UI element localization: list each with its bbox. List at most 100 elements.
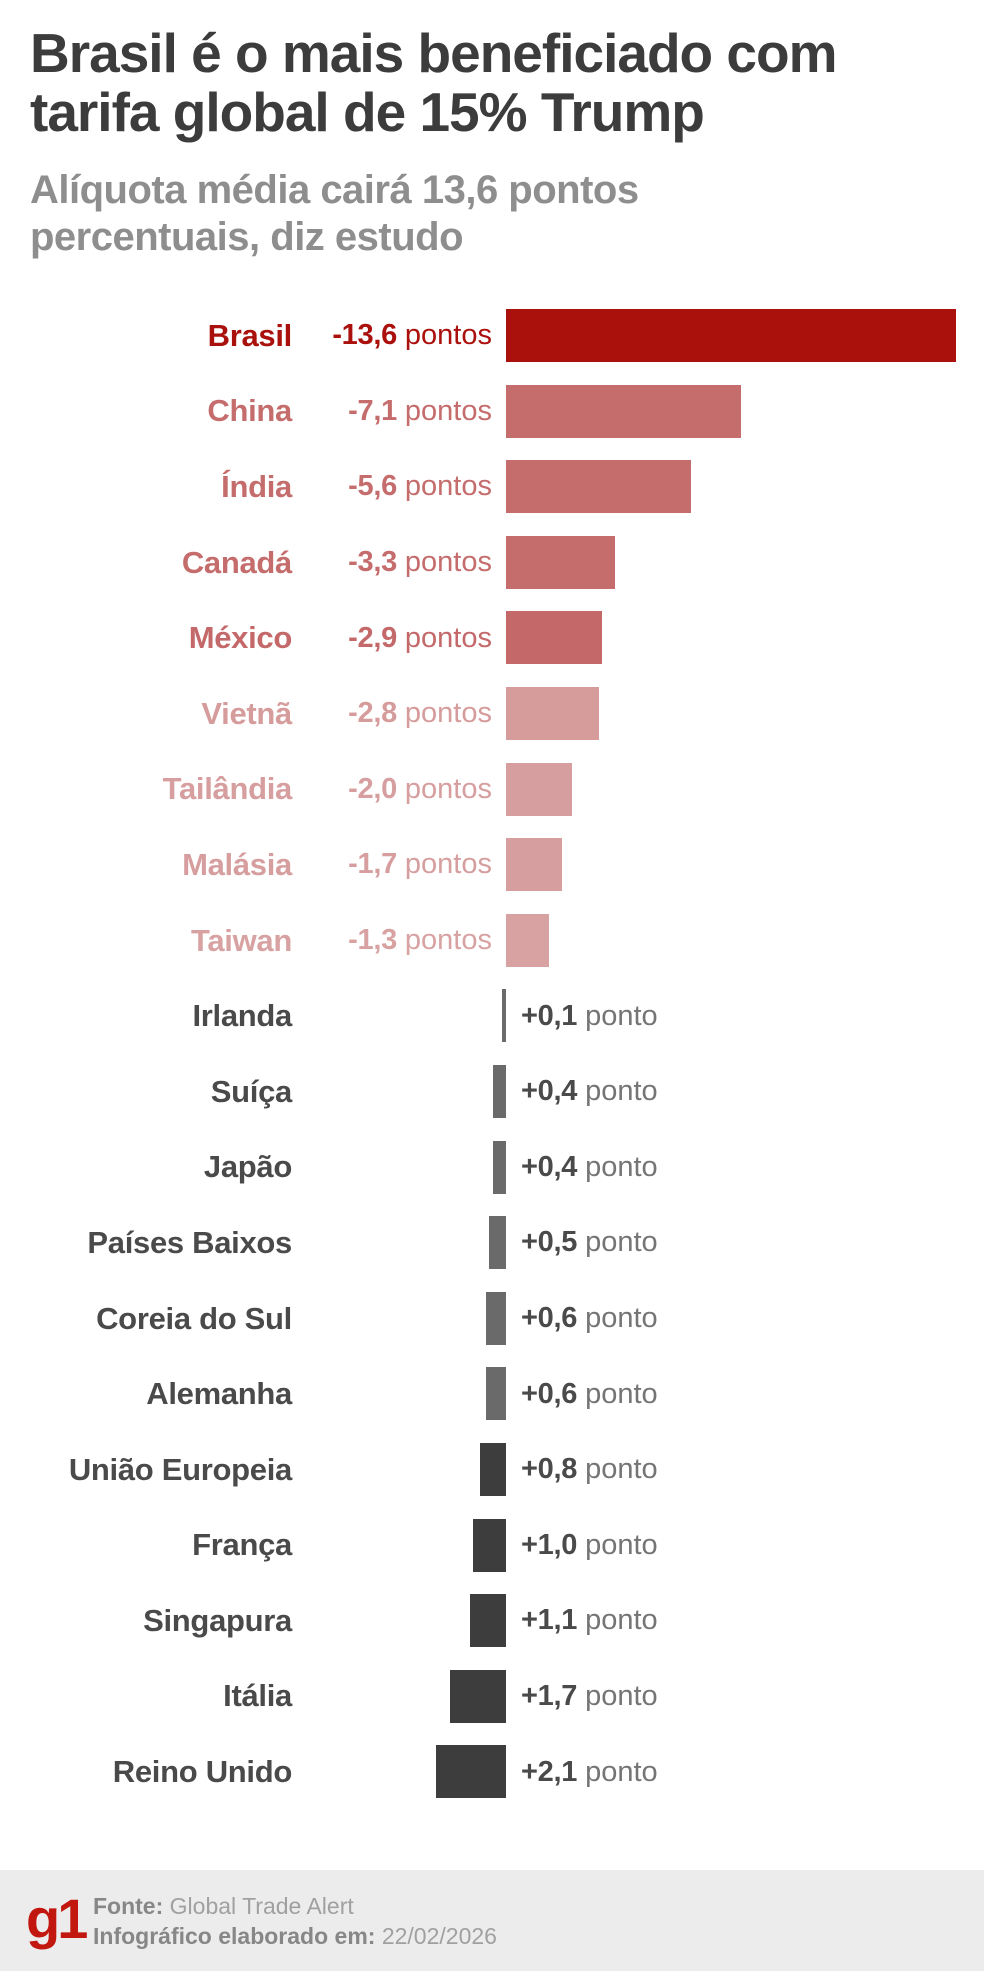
date-label: Infográfico elaborado em: bbox=[93, 1922, 376, 1949]
value-label: -1,3 pontos bbox=[300, 903, 492, 979]
chart-row: França +1,0 ponto bbox=[0, 1508, 984, 1584]
country-label: Brasil bbox=[207, 317, 293, 353]
date-value: 22/02/2026 bbox=[381, 1922, 497, 1949]
chart-row: Itália +1,7 ponto bbox=[0, 1659, 984, 1735]
value-unit: ponto bbox=[585, 1679, 658, 1712]
bar bbox=[506, 309, 957, 362]
value-number: +0,6 bbox=[521, 1377, 578, 1410]
chart-row: Vietnã -2,8 pontos bbox=[0, 676, 984, 752]
bar bbox=[506, 762, 573, 816]
value-number: +0,4 bbox=[521, 1075, 578, 1108]
bar bbox=[506, 611, 602, 665]
value-label: +0,5 ponto bbox=[521, 1205, 658, 1281]
bar bbox=[472, 1518, 506, 1572]
chart-row: Índia -5,6 pontos bbox=[0, 449, 984, 525]
value-label: +0,4 ponto bbox=[521, 1054, 658, 1130]
chart-row: China -7,1 pontos bbox=[0, 374, 984, 450]
country-label: Malásia bbox=[182, 846, 292, 882]
value-number: -2,0 bbox=[348, 772, 397, 805]
chart-row: Taiwan -1,3 pontos bbox=[0, 903, 984, 979]
country-label: Países Baixos bbox=[87, 1224, 292, 1260]
value-label: +1,1 ponto bbox=[521, 1583, 658, 1659]
value-unit: pontos bbox=[404, 394, 492, 427]
page-subtitle: Alíquota média cairá 13,6 pontos percent… bbox=[30, 167, 639, 259]
g1-logo: g1 bbox=[26, 1886, 88, 1950]
value-label: -13,6 pontos bbox=[300, 298, 492, 374]
value-number: -1,3 bbox=[348, 924, 397, 957]
bar bbox=[506, 535, 616, 589]
value-unit: pontos bbox=[404, 772, 492, 805]
country-label: Reino Unido bbox=[112, 1754, 293, 1790]
chart-row: Canadá -3,3 pontos bbox=[0, 525, 984, 601]
header: Brasil é o mais beneficiado com tarifa g… bbox=[30, 22, 960, 260]
value-unit: pontos bbox=[404, 924, 492, 957]
chart-row: Brasil -13,6 pontos bbox=[0, 298, 984, 374]
value-unit: ponto bbox=[585, 1528, 658, 1561]
source-label: Fonte: bbox=[93, 1892, 164, 1919]
date-line: Infográfico elaborado em: 22/02/2026 bbox=[93, 1921, 497, 1951]
value-label: +0,4 ponto bbox=[521, 1130, 658, 1206]
country-label: Irlanda bbox=[192, 998, 292, 1034]
value-number: -1,7 bbox=[348, 848, 397, 881]
country-label: Índia bbox=[221, 468, 292, 504]
bar bbox=[486, 1367, 506, 1421]
value-number: +0,4 bbox=[521, 1150, 578, 1183]
value-number: +0,1 bbox=[521, 999, 578, 1032]
bar bbox=[489, 1216, 506, 1270]
value-number: +0,8 bbox=[521, 1453, 578, 1486]
chart-row: Reino Unido +2,1 ponto bbox=[0, 1734, 984, 1810]
value-unit: pontos bbox=[404, 470, 492, 503]
value-unit: ponto bbox=[585, 1755, 658, 1788]
bar bbox=[479, 1442, 506, 1496]
value-label: +2,1 ponto bbox=[521, 1734, 658, 1810]
chart-row: Japão +0,4 ponto bbox=[0, 1130, 984, 1206]
value-unit: pontos bbox=[404, 546, 492, 579]
country-label: Itália bbox=[223, 1678, 292, 1714]
value-label: -7,1 pontos bbox=[300, 374, 492, 450]
value-unit: ponto bbox=[585, 999, 658, 1032]
bar-chart: Brasil -13,6 pontos China -7,1 pontos Índia -5,… bbox=[0, 298, 984, 1810]
value-number: -7,1 bbox=[348, 394, 397, 427]
country-label: França bbox=[192, 1527, 292, 1563]
value-unit: ponto bbox=[585, 1226, 658, 1259]
value-number: -3,3 bbox=[348, 546, 397, 579]
page-title: Brasil é o mais beneficiado com tarifa g… bbox=[30, 22, 838, 144]
value-number: -13,6 bbox=[332, 319, 397, 352]
value-unit: pontos bbox=[404, 697, 492, 730]
value-number: +2,1 bbox=[521, 1755, 578, 1788]
bar bbox=[506, 838, 563, 892]
chart-row: Suíça +0,4 ponto bbox=[0, 1054, 984, 1130]
country-label: União Europeia bbox=[68, 1451, 292, 1487]
value-unit: pontos bbox=[404, 621, 492, 654]
value-number: +0,5 bbox=[521, 1226, 578, 1259]
chart-row: Coreia do Sul +0,6 ponto bbox=[0, 1281, 984, 1357]
chart-row: Tailândia -2,0 pontos bbox=[0, 752, 984, 828]
value-number: -5,6 bbox=[348, 470, 397, 503]
value-number: +0,6 bbox=[521, 1302, 578, 1335]
footer-text: Fonte: Global Trade Alert Infográfico el… bbox=[93, 1891, 497, 1951]
value-label: -2,0 pontos bbox=[300, 752, 492, 828]
chart-row: Malásia -1,7 pontos bbox=[0, 827, 984, 903]
country-label: China bbox=[207, 393, 292, 429]
country-label: Tailândia bbox=[162, 771, 293, 807]
bar bbox=[436, 1745, 506, 1799]
value-label: -2,8 pontos bbox=[300, 676, 492, 752]
value-number: +1,1 bbox=[521, 1604, 578, 1637]
source-line: Fonte: Global Trade Alert bbox=[93, 1891, 497, 1921]
country-label: Coreia do Sul bbox=[96, 1300, 292, 1336]
value-unit: ponto bbox=[585, 1377, 658, 1410]
value-number: +1,0 bbox=[521, 1528, 578, 1561]
chart-row: União Europeia +0,8 ponto bbox=[0, 1432, 984, 1508]
chart-row: Países Baixos +0,5 ponto bbox=[0, 1205, 984, 1281]
country-label: Japão bbox=[203, 1149, 292, 1185]
country-label: Canadá bbox=[181, 544, 292, 580]
country-label: Alemanha bbox=[146, 1376, 292, 1412]
country-label: Suíça bbox=[210, 1073, 293, 1109]
value-unit: ponto bbox=[585, 1150, 658, 1183]
country-label: Singapura bbox=[143, 1602, 292, 1638]
bar bbox=[492, 1064, 506, 1118]
value-label: +1,0 ponto bbox=[521, 1508, 658, 1584]
value-unit: ponto bbox=[585, 1604, 658, 1637]
bar bbox=[469, 1594, 506, 1648]
